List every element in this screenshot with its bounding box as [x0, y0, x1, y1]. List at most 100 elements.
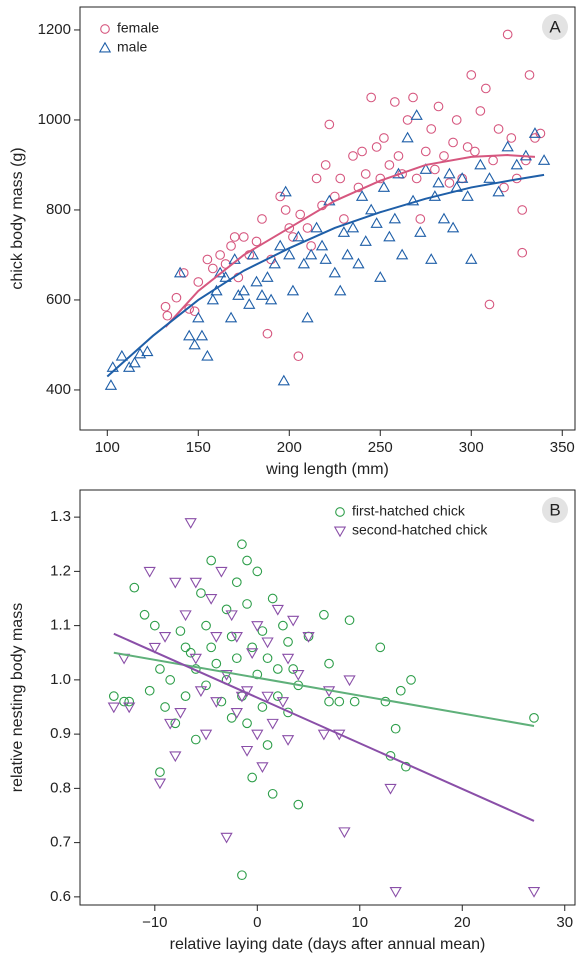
data-point [262, 328, 273, 339]
data-point [461, 190, 474, 201]
data-point [237, 539, 247, 550]
data-point [266, 718, 279, 730]
data-point [272, 691, 283, 701]
data-point [242, 555, 252, 566]
data-point [324, 119, 335, 130]
data-point [451, 115, 462, 125]
y-tick-label: 800 [46, 201, 71, 218]
data-point [288, 664, 299, 674]
data-point [274, 239, 287, 251]
fit-line [106, 173, 545, 378]
data-point [338, 827, 351, 839]
data-point [319, 609, 329, 620]
data-point [107, 702, 120, 714]
data-point [238, 232, 249, 242]
data-point [530, 133, 540, 143]
y-tick-label: 1200 [38, 21, 71, 38]
data-point [183, 329, 196, 341]
data-point [231, 577, 242, 588]
data-point [247, 642, 258, 653]
data-point [302, 223, 313, 233]
data-point [499, 182, 509, 193]
data-point [224, 311, 238, 323]
data-point [466, 70, 477, 80]
data-point [425, 253, 438, 264]
data-point [257, 214, 267, 224]
data-point [470, 146, 480, 157]
data-point [537, 154, 551, 165]
legend-label: first-hatched chick [352, 503, 466, 519]
data-point [529, 712, 539, 723]
data-point [108, 691, 119, 701]
data-point [210, 697, 223, 708]
data-point [389, 886, 402, 898]
data-point [180, 691, 191, 701]
data-point [293, 799, 304, 810]
data-point [193, 277, 204, 287]
data-point [257, 702, 268, 712]
data-point [456, 172, 469, 183]
y-axis-label: chick body mass (g) [9, 147, 26, 289]
data-point [365, 203, 378, 215]
data-point [346, 221, 360, 233]
data-point [501, 140, 514, 152]
data-point [506, 133, 517, 143]
data-point [206, 293, 219, 305]
data-point [465, 253, 478, 264]
data-point [384, 160, 395, 170]
data-point [220, 832, 233, 844]
data-point [475, 106, 486, 116]
fit-line [113, 632, 535, 822]
data-point [278, 620, 288, 631]
y-axis-label: relative nesting body mass [9, 603, 26, 792]
data-point [242, 599, 252, 609]
data-point [255, 289, 269, 300]
data-point [324, 696, 334, 707]
data-point [268, 257, 281, 269]
panel-badge [542, 497, 568, 523]
x-tick-label: 350 [550, 439, 575, 456]
data-point [143, 566, 156, 578]
data-point [374, 271, 387, 282]
data-point [410, 109, 423, 120]
data-point [237, 870, 247, 881]
data-point [190, 734, 201, 745]
data-point [415, 214, 426, 224]
data-point [474, 158, 487, 170]
data-point [206, 555, 217, 566]
plot-frame [79, 489, 576, 906]
data-point [184, 518, 197, 529]
data-point [488, 155, 498, 166]
data-point [411, 173, 422, 184]
data-point [235, 691, 249, 703]
y-tick-label: 0.7 [50, 834, 71, 851]
data-point [317, 729, 331, 741]
data-point [180, 642, 191, 653]
data-point [211, 658, 222, 669]
data-point [275, 191, 286, 202]
data-point [324, 658, 334, 669]
data-point [370, 217, 383, 228]
data-point [297, 257, 310, 269]
data-point [348, 151, 358, 161]
data-point [169, 577, 182, 589]
data-point [250, 275, 263, 287]
data-point [262, 740, 273, 750]
data-point [129, 582, 140, 593]
fit-line [113, 651, 535, 727]
data-point [433, 101, 444, 112]
legend-label: female [117, 20, 159, 36]
data-point [419, 163, 432, 174]
data-point [267, 788, 278, 799]
data-point [414, 226, 427, 237]
legend-label: second-hatched chick [352, 522, 488, 538]
data-point [240, 745, 254, 757]
legend-label: male [117, 39, 148, 55]
data-point [341, 248, 354, 260]
data-point [402, 115, 413, 125]
data-point [483, 172, 496, 183]
data-point [230, 707, 243, 719]
data-point [280, 205, 291, 215]
data-point [251, 621, 264, 632]
